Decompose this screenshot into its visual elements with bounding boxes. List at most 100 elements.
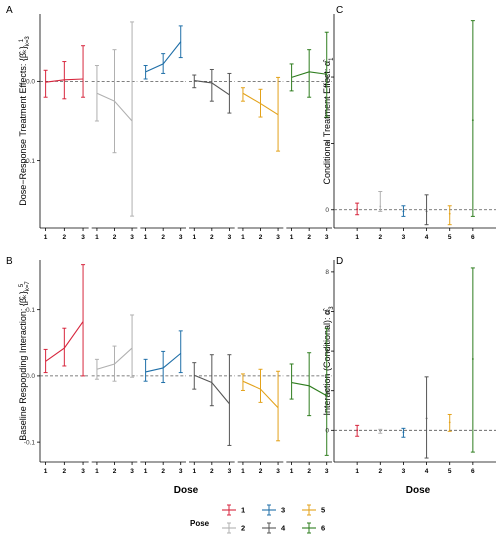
panel-b-xtick-label: 1 bbox=[290, 468, 294, 475]
panel-a-xtick-label: 2 bbox=[307, 234, 311, 241]
panel-a-xtick-label: 3 bbox=[130, 234, 134, 241]
panel-d-xtick-label: 3 bbox=[402, 468, 406, 475]
panel-a: -0.1 0.0 1 2 3 1 2 3 1 2 3 1 2 3 1 2 3 1 2 3 bbox=[24, 14, 332, 241]
panel-c-point-pose-5 bbox=[448, 212, 451, 215]
panel-b-xtick-label: 1 bbox=[192, 468, 196, 475]
panel-b-ylabel: Baseline Responding Interaction: {β̂ₖ}k=… bbox=[18, 281, 31, 441]
legend-item-label: 3 bbox=[281, 506, 285, 515]
panel-a-facet-2 bbox=[91, 21, 138, 217]
panel-label-b: B bbox=[6, 256, 13, 267]
panel-a-xtick-label: 1 bbox=[144, 234, 148, 241]
panel-a-xtick-label: 2 bbox=[63, 234, 67, 241]
panel-b-ytick-label: -0.1 bbox=[24, 439, 36, 446]
panel-a-xtick-label: 1 bbox=[241, 234, 245, 241]
panel-b-plot-area bbox=[40, 264, 332, 456]
panel-a-xtick-label: 3 bbox=[228, 234, 232, 241]
panel-c-xtick-label: 1 bbox=[355, 234, 359, 241]
panel-a-series-line-pose-2 bbox=[96, 92, 133, 122]
panel-a-xtick-label: 3 bbox=[276, 234, 280, 241]
panel-b-xtick-label: 3 bbox=[228, 468, 232, 475]
panel-a-xtick-label: 2 bbox=[113, 234, 117, 241]
panel-a-xtick-label: 1 bbox=[44, 234, 48, 241]
panel-d-ytick-label: 8 bbox=[325, 269, 329, 276]
panel-a-facet-5 bbox=[237, 76, 284, 152]
panel-c-xtick-label: 5 bbox=[448, 234, 452, 241]
panel-b: -0.1 0.0 0.1 1 2 3 1 2 3 1 2 3 1 2 3 1 2 3 1 2 3 bbox=[24, 260, 332, 475]
legend-item-label: 6 bbox=[321, 524, 325, 533]
panel-c-xtick-label: 6 bbox=[471, 234, 475, 241]
panel-c-point-pose-4 bbox=[425, 210, 428, 213]
panel-b-series-line-pose-1 bbox=[45, 321, 84, 362]
panel-c-point-pose-3 bbox=[402, 210, 405, 213]
panel-b-xtick-label: 3 bbox=[325, 468, 329, 475]
panel-d-ytick-label: 2 bbox=[325, 388, 329, 395]
panel-d-ytick-label: 4 bbox=[325, 348, 329, 355]
legend-item-pose-2: 2 bbox=[222, 522, 245, 534]
panel-a-series-line-pose-5 bbox=[242, 92, 279, 116]
panel-c-xtick-label: 2 bbox=[378, 234, 382, 241]
legend-item-label: 1 bbox=[241, 506, 245, 515]
panel-label-c: C bbox=[336, 5, 343, 16]
panel-b-series-line-pose-3 bbox=[145, 352, 182, 373]
panel-b-xtick-label: 3 bbox=[179, 468, 183, 475]
panel-c-point-pose-1 bbox=[356, 208, 359, 210]
panel-d-point-pose-4 bbox=[425, 417, 428, 420]
panel-a-plot-area bbox=[40, 21, 332, 217]
panel-b-xtick-label: 1 bbox=[44, 468, 48, 475]
legend-item-label: 4 bbox=[281, 524, 286, 533]
panel-a-xtick-label: 3 bbox=[81, 234, 85, 241]
panel-d-ytick-label: 6 bbox=[325, 309, 329, 316]
panel-d-xtick-label: 6 bbox=[471, 468, 475, 475]
panel-d-xtick-label: 2 bbox=[378, 468, 382, 475]
panel-a-series-line-pose-3 bbox=[145, 41, 182, 73]
panel-c-point-pose-2 bbox=[379, 205, 382, 208]
panel-d-ytick-label: 0 bbox=[325, 428, 329, 435]
panel-b-series-line-pose-4 bbox=[194, 374, 230, 405]
panel-b-ytick-label: 0.1 bbox=[26, 307, 35, 314]
panel-b-series-line-pose-6 bbox=[291, 381, 328, 397]
panel-a-xtick-label: 3 bbox=[325, 234, 329, 241]
panel-b-xtick-label: 1 bbox=[241, 468, 245, 475]
panel-c: 0 2 4 1 2 3 4 5 6 bbox=[325, 14, 496, 241]
panel-b-xtick-label: 1 bbox=[144, 468, 148, 475]
panel-b-facet-3 bbox=[140, 330, 186, 384]
panel-a-xtick-label: 2 bbox=[161, 234, 165, 241]
panel-label-a: A bbox=[6, 5, 13, 16]
panel-a-facet-3 bbox=[140, 25, 186, 82]
panel-d-plot-area bbox=[334, 267, 496, 459]
legend-items: 1 2 3 4 5 6 bbox=[222, 504, 325, 534]
panel-d-point-pose-5 bbox=[448, 421, 451, 424]
panel-b-facet-2 bbox=[91, 314, 138, 382]
panel-b-ytick-label: 0.0 bbox=[26, 373, 35, 380]
panel-b-xtick-label: 3 bbox=[130, 468, 134, 475]
panel-a-xtick-label: 2 bbox=[259, 234, 263, 241]
panel-d: 0 2 4 6 8 1 2 3 4 5 6 bbox=[325, 260, 496, 475]
legend-item-pose-3: 3 bbox=[262, 504, 285, 516]
panel-a-ytick-label: 0.0 bbox=[26, 79, 35, 86]
panel-b-xtick-label: 2 bbox=[63, 468, 67, 475]
legend-item-pose-1: 1 bbox=[222, 504, 245, 516]
panel-b-xlabel: Dose bbox=[174, 485, 199, 496]
panel-d-point-pose-1 bbox=[356, 429, 359, 432]
panel-c-ytick-label: 0 bbox=[325, 207, 329, 214]
panel-a-facet-6 bbox=[286, 31, 332, 118]
panel-b-facet-5 bbox=[237, 368, 284, 442]
panel-a-xtick-label: 1 bbox=[192, 234, 196, 241]
panel-d-xtick-label: 4 bbox=[425, 468, 429, 475]
panel-b-series-line-pose-5 bbox=[242, 380, 279, 409]
panel-b-xtick-label: 2 bbox=[307, 468, 311, 475]
panel-a-series-line-pose-4 bbox=[194, 80, 230, 96]
panel-a-series-line-pose-6 bbox=[291, 71, 327, 78]
panel-b-xtick-label: 1 bbox=[95, 468, 99, 475]
panel-b-series-line-pose-2 bbox=[96, 347, 133, 370]
legend-item-pose-4: 4 bbox=[262, 522, 286, 534]
panel-d-xtick-label: 5 bbox=[448, 468, 452, 475]
panel-b-facet-6 bbox=[286, 327, 332, 456]
panel-a-xtick-label: 2 bbox=[210, 234, 214, 241]
panel-d-xlabel: Dose bbox=[406, 485, 431, 496]
legend: Pose 1 2 3 4 5 6 bbox=[190, 504, 325, 534]
panel-b-xtick-label: 3 bbox=[276, 468, 280, 475]
legend-title: Pose bbox=[190, 519, 210, 528]
panel-b-xtick-label: 2 bbox=[259, 468, 263, 475]
panel-c-point-pose-6 bbox=[471, 119, 474, 122]
